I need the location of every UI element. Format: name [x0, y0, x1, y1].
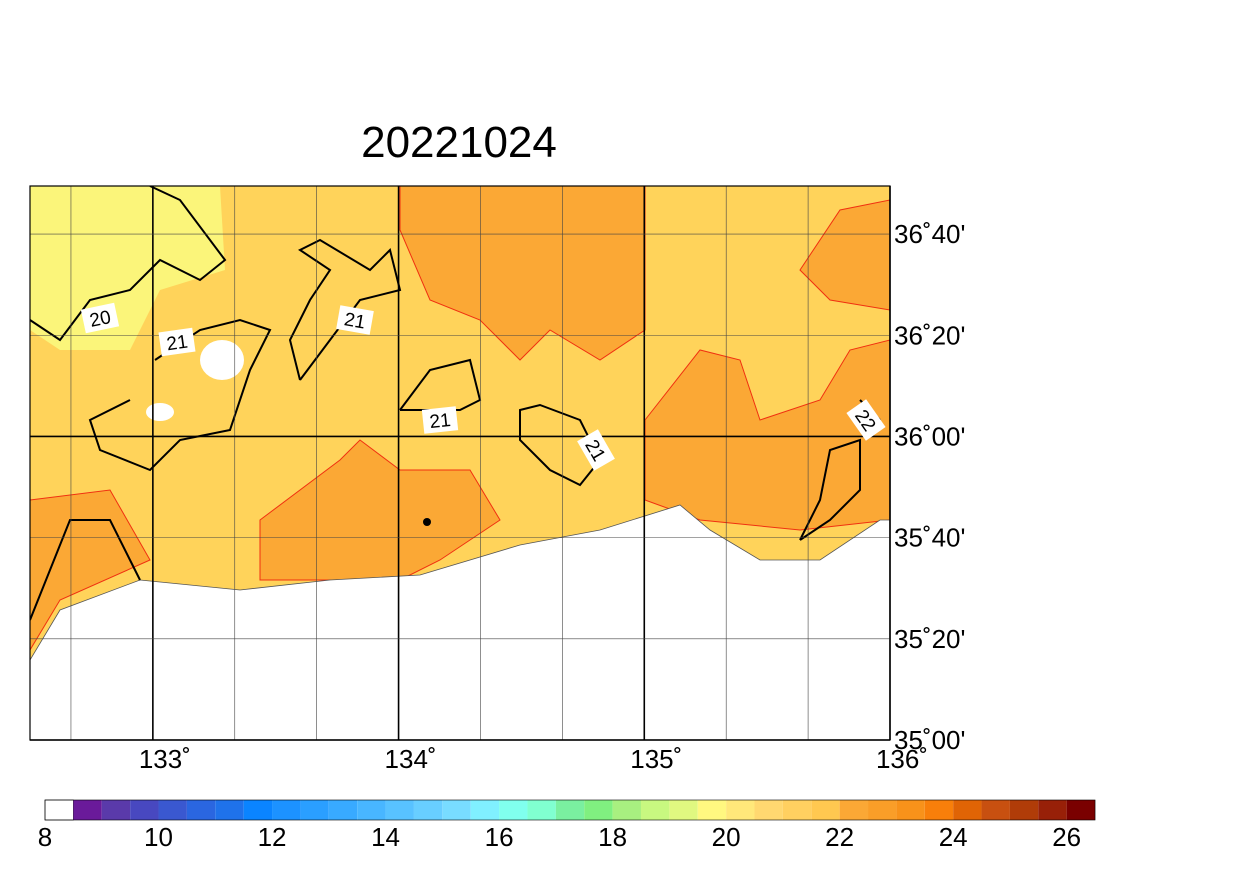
colorbar-box	[640, 800, 670, 820]
colorbar-box	[754, 800, 783, 820]
colorbar-box	[555, 800, 585, 820]
colorbar-box	[868, 800, 897, 820]
colorbar-tick-label: 12	[258, 822, 287, 852]
colorbar-box	[243, 800, 273, 820]
colorbar-box	[499, 800, 528, 820]
colorbar-box	[328, 800, 358, 820]
lat-tick-label: 35˚40'	[894, 523, 965, 553]
colorbar-box	[896, 800, 925, 820]
lat-tick-label: 35˚00'	[894, 725, 965, 755]
colorbar-box	[357, 800, 386, 820]
colorbar-box	[612, 800, 641, 820]
colorbar-frame	[44, 799, 1096, 821]
colorbar: 8 10 12 14 16 18 20 22 24 26	[38, 799, 1096, 852]
colorbar-box	[669, 800, 698, 820]
colorbar-tick-label: 10	[144, 822, 173, 852]
colorbar-box	[697, 800, 727, 820]
colorbar-box	[584, 800, 613, 820]
lat-tick-label: 36˚40'	[894, 219, 965, 249]
colorbar-box	[726, 800, 755, 820]
lon-tick-label: 134˚	[385, 744, 437, 774]
contour-label: 21	[165, 332, 189, 356]
colorbar-tick-label: 22	[825, 822, 854, 852]
graticule	[30, 186, 891, 741]
colorbar-box	[272, 800, 301, 820]
contour-label: 21	[429, 410, 452, 433]
colorbar-box	[73, 800, 102, 820]
colorbar-box	[953, 800, 982, 820]
colorbar-tick-label: 24	[939, 822, 968, 852]
lon-tick-label: 136˚	[876, 744, 928, 774]
contour-label: 20	[88, 307, 113, 332]
colorbar-tick-label: 26	[1052, 822, 1081, 852]
colorbar-box	[130, 800, 159, 820]
colorbar-tick-label: 8	[38, 822, 52, 852]
colorbar-box	[839, 800, 869, 820]
contour-label: 21	[343, 309, 367, 333]
lat-tick-label: 36˚00'	[894, 421, 965, 451]
sst-field	[30, 186, 890, 740]
colorbar-box	[527, 800, 556, 820]
axis-labels: 133˚ 134˚ 135˚ 136˚ 36˚40' 36˚20' 36˚00' 35˚40'…	[139, 219, 966, 774]
colorbar-tick-label: 18	[598, 822, 627, 852]
colorbar-box	[470, 800, 500, 820]
colorbar-box	[385, 800, 414, 820]
colorbar-box	[1009, 800, 1039, 820]
colorbar-box	[186, 800, 216, 820]
contour-labels: 20 21 21 21 21 22	[80, 302, 886, 471]
colorbar-tick-label: 20	[712, 822, 741, 852]
colorbar-box	[300, 800, 329, 820]
lat-tick-label: 35˚20'	[894, 624, 965, 654]
map-title: 20221024	[361, 118, 557, 167]
colorbar-tick-label: 14	[371, 822, 400, 852]
lat-tick-label: 36˚20'	[894, 320, 965, 350]
lon-tick-label: 133˚	[139, 744, 191, 774]
colorbar-box	[981, 800, 1010, 820]
map-frame	[29, 185, 891, 741]
colorbar-box	[158, 800, 187, 820]
colorbar-box	[1038, 800, 1067, 820]
colorbar-box	[924, 800, 954, 820]
colorbar-box	[811, 800, 840, 820]
colorbar-box	[101, 800, 131, 820]
colorbar-box	[442, 800, 471, 820]
lon-tick-label: 135˚	[630, 744, 682, 774]
colorbar-box	[782, 800, 812, 820]
colorbar-tick-label: 16	[485, 822, 514, 852]
colorbar-box	[44, 799, 74, 821]
colorbar-box	[1066, 800, 1096, 820]
colorbar-box	[413, 800, 443, 820]
colorbar-box	[215, 800, 244, 820]
